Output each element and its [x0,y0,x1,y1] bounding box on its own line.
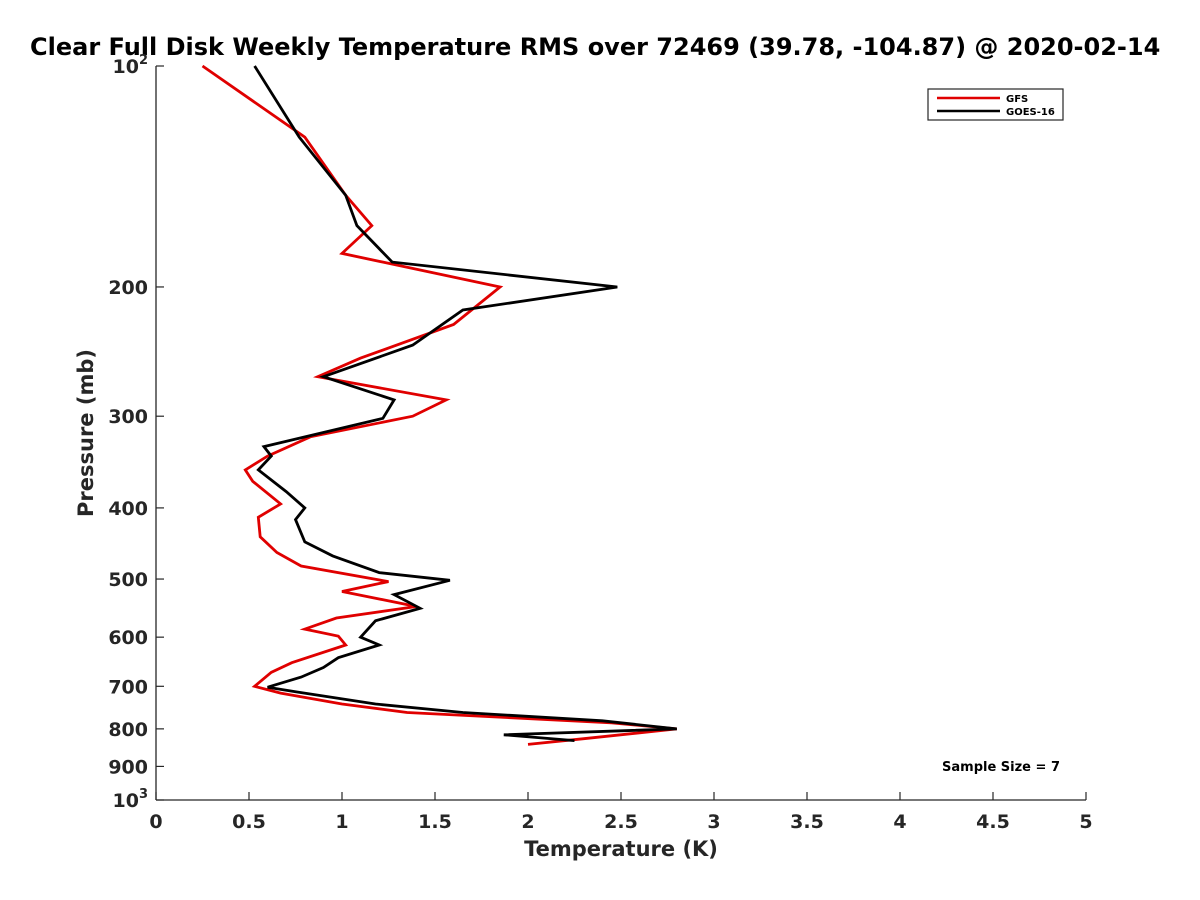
x-tick-label: 0 [149,811,162,833]
y-axis-label: Pressure (mb) [74,349,98,517]
legend-label: GOES-16 [1006,107,1055,118]
y-tick-label: 102 [113,53,149,78]
y-ticks: 102 200 300 400 500 600 700 800 900 103 [108,53,164,812]
y-tick-label: 400 [108,498,148,520]
x-tick-label: 0.5 [232,811,266,833]
legend-box [927,88,1064,121]
legend-label: GFS [1006,94,1028,105]
x-tick-label: 2 [521,811,534,833]
x-tick-label: 1 [335,811,348,833]
x-tick-label: 3.5 [790,811,824,833]
sample-size-annotation: Sample Size = 7 [942,760,1060,775]
chart-title: Clear Full Disk Weekly Temperature RMS o… [30,33,1160,61]
legend: GFS GOES-16 [927,88,1064,121]
x-tick-label: 4 [893,811,906,833]
y-tick-label: 300 [108,406,148,428]
x-tick-label: 3 [707,811,720,833]
series-line-gfs [201,64,677,746]
y-tick-label: 700 [108,676,148,698]
y-tick-label: 600 [108,627,148,649]
y-tick-label: 200 [108,277,148,299]
series-lines [201,64,677,746]
legend-entries: GFS GOES-16 [937,94,1055,118]
x-tick-label: 2.5 [604,811,638,833]
y-tick-label: 900 [108,756,148,778]
y-tick-label: 500 [108,569,148,591]
y-tick-label: 800 [108,719,148,741]
series-line-goes-16 [253,65,677,742]
x-tick-label: 4.5 [976,811,1010,833]
y-tick-label: 103 [113,787,149,812]
x-ticks: 0 0.5 1 1.5 2 2.5 3 3.5 4 4.5 5 [149,792,1093,833]
x-tick-label: 1.5 [418,811,452,833]
plot-area [201,64,677,746]
x-tick-label: 5 [1079,811,1092,833]
x-axis-label: Temperature (K) [524,837,718,861]
